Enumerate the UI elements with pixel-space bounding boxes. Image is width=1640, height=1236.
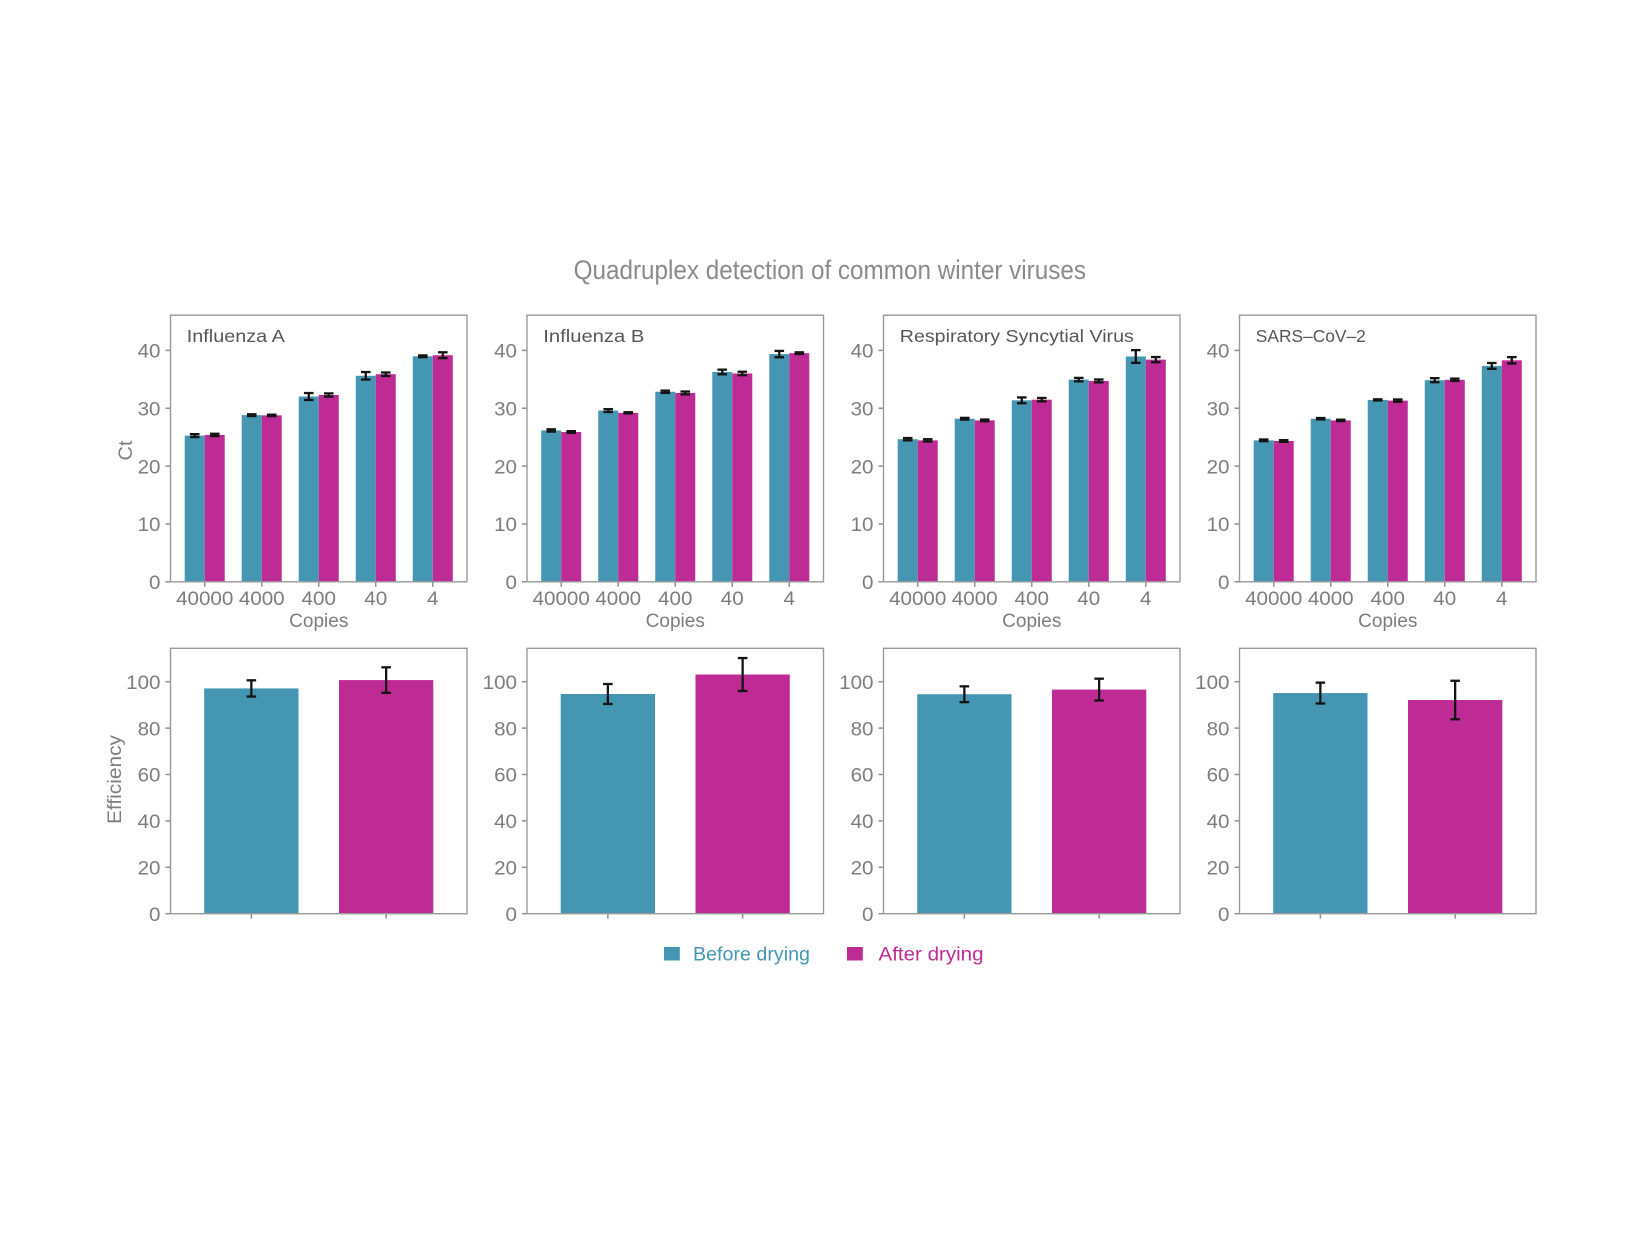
- svg-text:80: 80: [851, 719, 874, 740]
- svg-text:4000: 4000: [239, 589, 285, 610]
- svg-text:60: 60: [138, 766, 161, 787]
- svg-text:20: 20: [851, 859, 874, 880]
- svg-text:40000: 40000: [1245, 589, 1302, 610]
- svg-text:30: 30: [1207, 399, 1230, 420]
- svg-text:20: 20: [1207, 457, 1230, 478]
- svg-text:Before drying: Before drying: [693, 945, 810, 966]
- svg-text:20: 20: [494, 859, 517, 880]
- svg-text:Influenza A: Influenza A: [187, 326, 285, 346]
- svg-text:40000: 40000: [533, 589, 590, 610]
- svg-text:4: 4: [1496, 589, 1508, 610]
- svg-text:40: 40: [851, 812, 874, 833]
- svg-text:Copies: Copies: [1358, 611, 1417, 632]
- svg-text:Ct: Ct: [116, 440, 137, 461]
- svg-text:20: 20: [138, 859, 161, 880]
- svg-text:20: 20: [138, 457, 161, 478]
- svg-text:100: 100: [483, 673, 517, 694]
- svg-text:40000: 40000: [176, 589, 233, 610]
- svg-text:4000: 4000: [595, 589, 641, 610]
- svg-text:Influenza B: Influenza B: [543, 326, 644, 346]
- svg-text:100: 100: [839, 673, 873, 694]
- svg-text:4: 4: [427, 589, 439, 610]
- svg-text:100: 100: [126, 673, 160, 694]
- svg-text:10: 10: [138, 515, 161, 536]
- svg-text:30: 30: [138, 399, 161, 420]
- svg-text:4000: 4000: [1308, 589, 1354, 610]
- svg-text:4: 4: [784, 589, 796, 610]
- svg-text:10: 10: [494, 515, 517, 536]
- svg-text:Respiratory Syncytial Virus: Respiratory Syncytial Virus: [900, 326, 1134, 346]
- svg-text:40: 40: [364, 589, 387, 610]
- svg-text:40: 40: [1207, 812, 1230, 833]
- svg-text:0: 0: [149, 573, 160, 594]
- svg-text:40: 40: [494, 812, 517, 833]
- svg-text:40: 40: [1207, 342, 1230, 363]
- svg-text:Copies: Copies: [646, 611, 705, 632]
- svg-text:80: 80: [1207, 719, 1230, 740]
- svg-text:4: 4: [1140, 589, 1152, 610]
- svg-text:30: 30: [494, 399, 517, 420]
- svg-text:400: 400: [1015, 589, 1049, 610]
- svg-text:0: 0: [506, 573, 517, 594]
- svg-text:0: 0: [862, 905, 873, 926]
- svg-text:30: 30: [851, 399, 874, 420]
- svg-text:SARS–CoV–2: SARS–CoV–2: [1256, 326, 1366, 346]
- svg-text:60: 60: [494, 766, 517, 787]
- svg-text:60: 60: [1207, 766, 1230, 787]
- svg-text:100: 100: [1195, 673, 1229, 694]
- svg-text:40: 40: [494, 342, 517, 363]
- svg-text:Copies: Copies: [289, 611, 348, 632]
- svg-text:40: 40: [1433, 589, 1456, 610]
- svg-text:Copies: Copies: [1002, 611, 1061, 632]
- svg-text:Efficiency: Efficiency: [105, 734, 126, 824]
- svg-text:0: 0: [1218, 905, 1229, 926]
- svg-text:20: 20: [1207, 859, 1230, 880]
- svg-text:40: 40: [138, 812, 161, 833]
- svg-text:0: 0: [862, 573, 873, 594]
- svg-text:0: 0: [1218, 573, 1229, 594]
- svg-text:20: 20: [851, 457, 874, 478]
- svg-text:80: 80: [138, 719, 161, 740]
- svg-text:After drying: After drying: [879, 945, 984, 966]
- svg-text:40: 40: [138, 342, 161, 363]
- svg-text:40: 40: [1077, 589, 1100, 610]
- svg-text:0: 0: [149, 905, 160, 926]
- svg-text:80: 80: [494, 719, 517, 740]
- svg-text:40: 40: [721, 589, 744, 610]
- svg-text:400: 400: [302, 589, 336, 610]
- svg-text:400: 400: [1371, 589, 1405, 610]
- svg-text:10: 10: [851, 515, 874, 536]
- svg-text:400: 400: [658, 589, 692, 610]
- svg-text:4000: 4000: [952, 589, 998, 610]
- svg-text:20: 20: [494, 457, 517, 478]
- svg-text:10: 10: [1207, 515, 1230, 536]
- svg-text:Quadruplex detection of common: Quadruplex detection of common winter vi…: [574, 255, 1086, 285]
- svg-text:0: 0: [506, 905, 517, 926]
- svg-text:40: 40: [851, 342, 874, 363]
- svg-text:60: 60: [851, 766, 874, 787]
- svg-text:40000: 40000: [889, 589, 946, 610]
